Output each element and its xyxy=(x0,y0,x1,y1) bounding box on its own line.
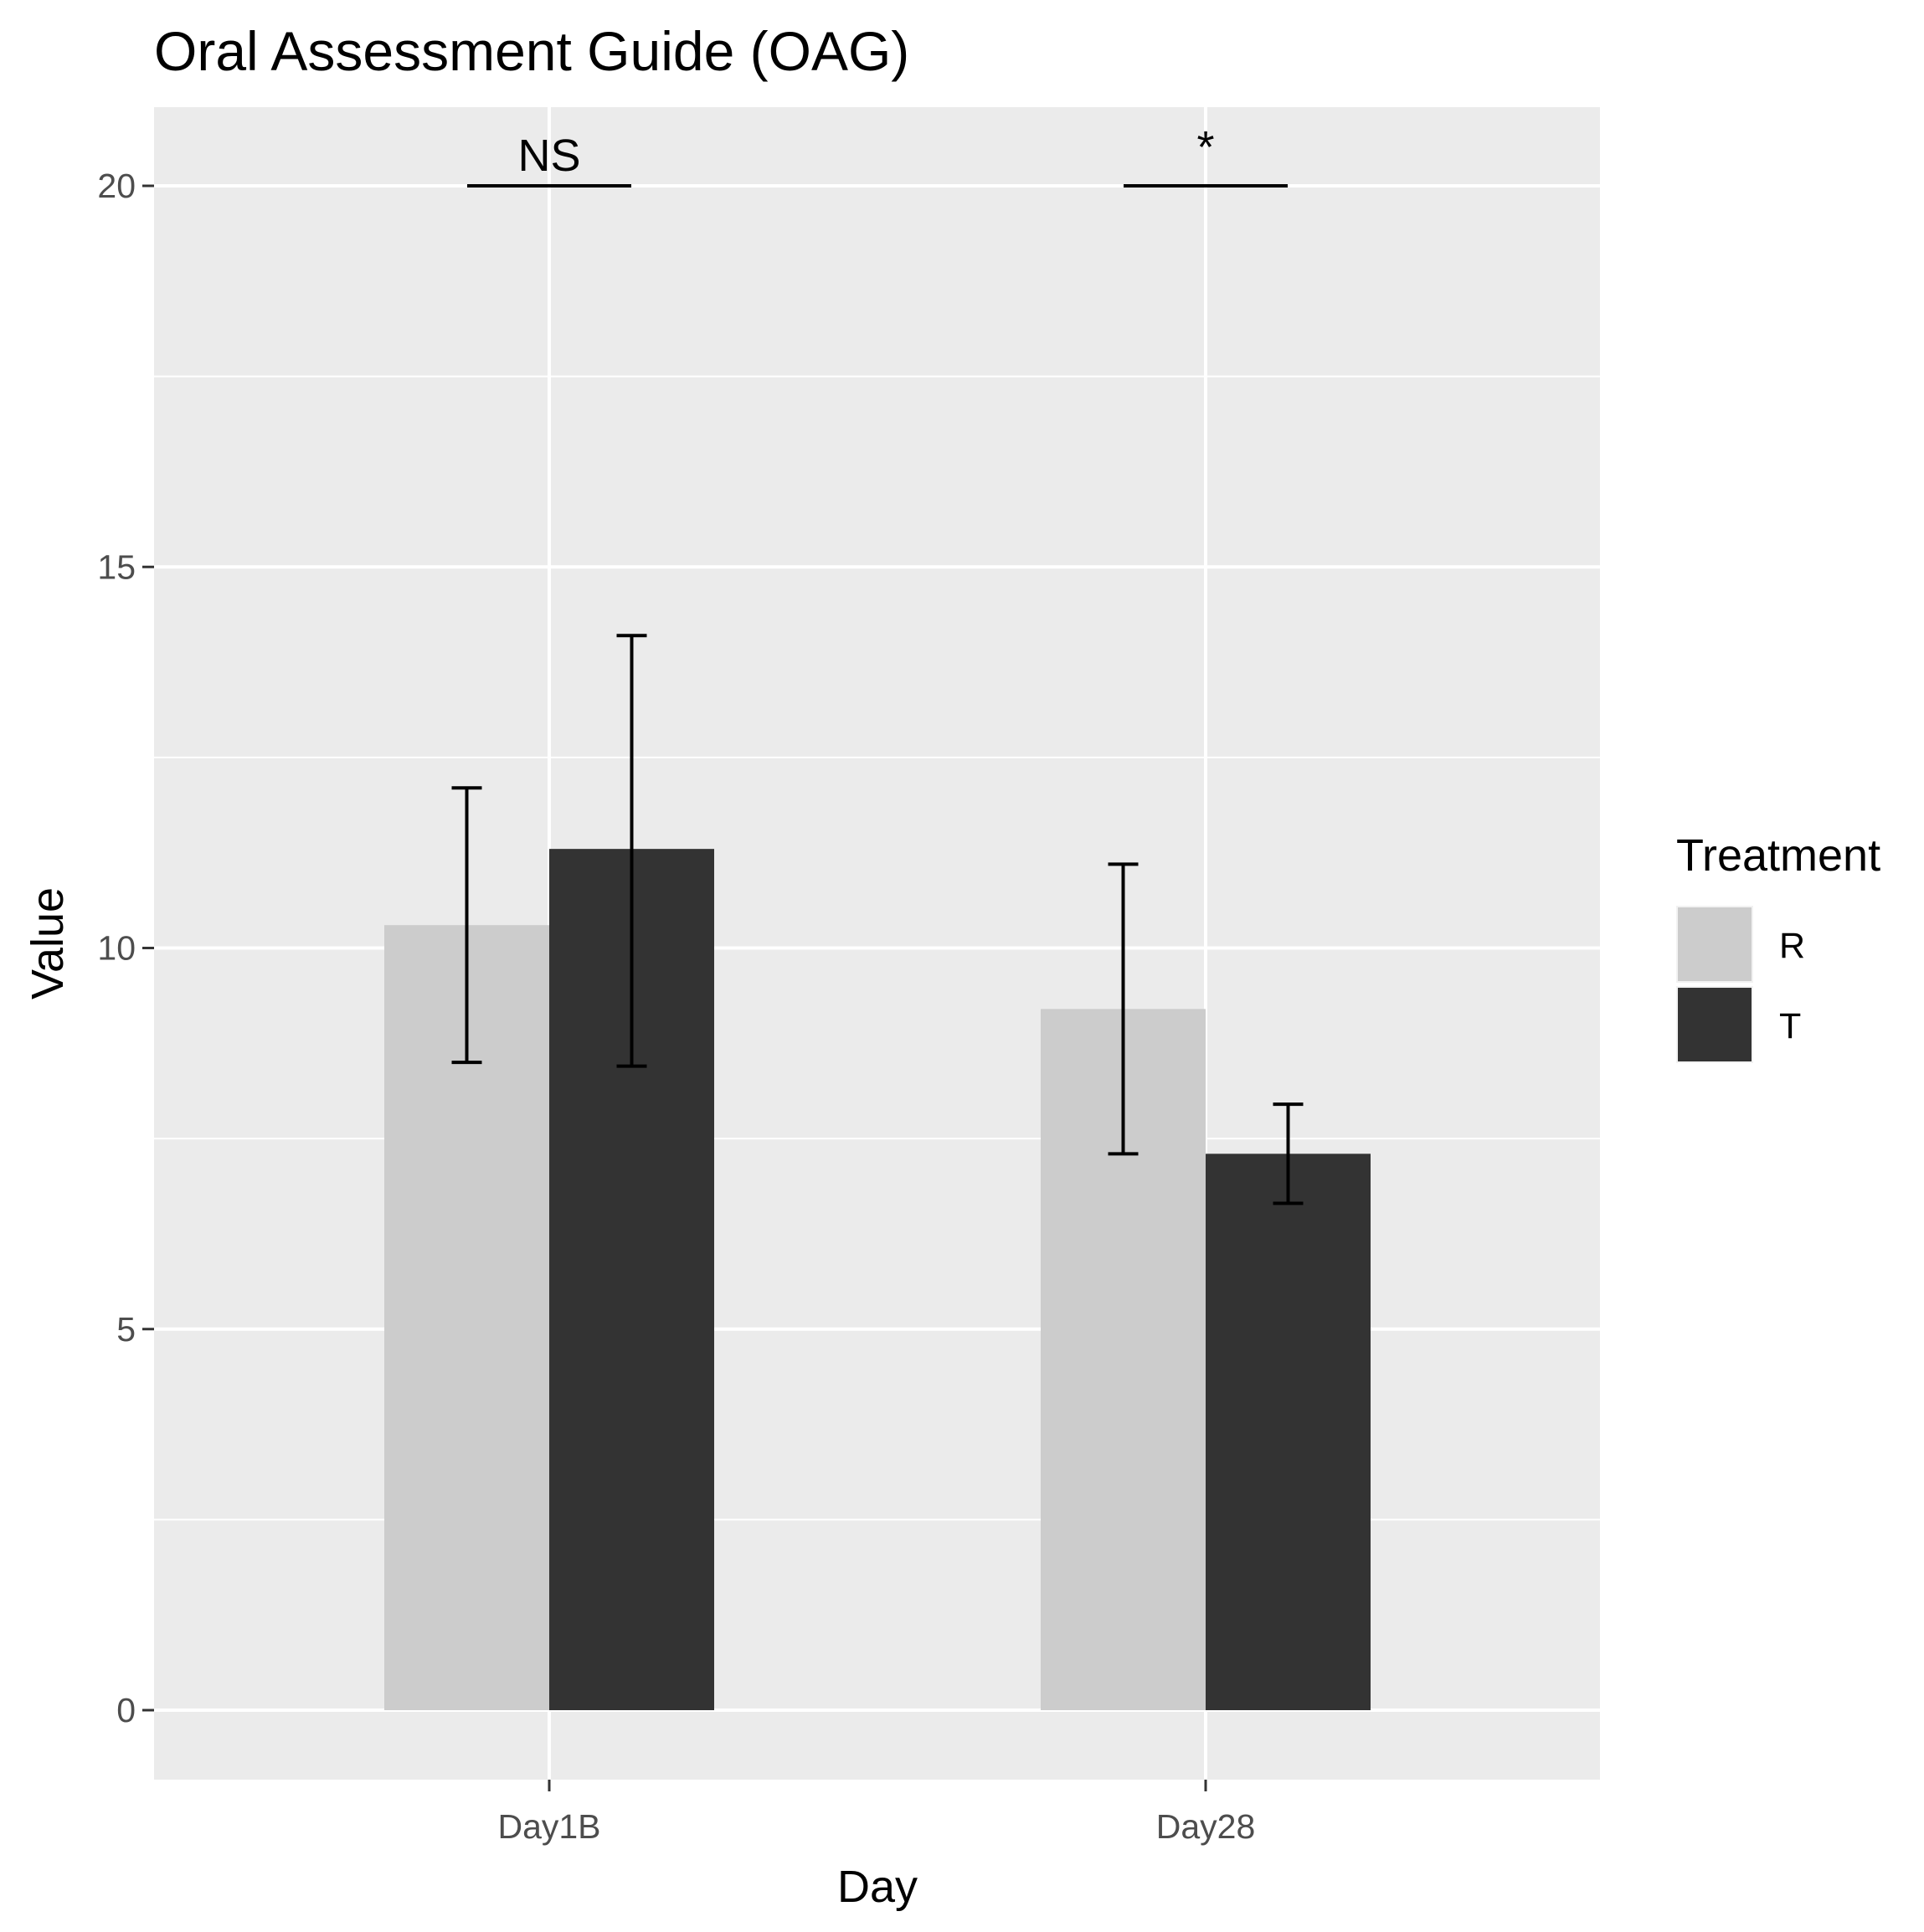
legend-label-r: R xyxy=(1779,926,1805,966)
y-axis: 0 5 10 15 20 xyxy=(97,167,154,1729)
y-axis-title: Value xyxy=(23,887,73,999)
chart-title: Oral Assessment Guide (OAG) xyxy=(154,20,909,82)
legend-swatch-r xyxy=(1678,907,1752,981)
legend: Treatment RT xyxy=(1676,830,1880,1063)
x-axis-title: Day xyxy=(837,1862,918,1912)
y-tick-label: 10 xyxy=(97,929,136,968)
y-tick-label: 20 xyxy=(97,167,136,205)
legend-label-t: T xyxy=(1779,1006,1801,1046)
x-axis: Day1B Day28 xyxy=(497,1780,1255,1846)
y-tick-label: 15 xyxy=(97,547,136,586)
x-tick-label: Day28 xyxy=(1156,1807,1256,1846)
y-tick-label: 5 xyxy=(116,1310,136,1349)
legend-title: Treatment xyxy=(1676,830,1880,881)
error-bar-t-day28 xyxy=(1273,1102,1304,1205)
legend-swatch-t xyxy=(1678,988,1752,1061)
error-bar-r-day28 xyxy=(1108,862,1139,1156)
significance-label: * xyxy=(1196,122,1214,172)
bars xyxy=(384,849,1371,1710)
error-bars xyxy=(451,634,1304,1205)
plot-panel xyxy=(154,107,1600,1780)
bar-t-day28 xyxy=(1206,1154,1371,1710)
error-bar-r-day1b xyxy=(451,786,482,1065)
significance-annotations: NS * xyxy=(467,122,1288,188)
y-tick-label: 0 xyxy=(116,1691,136,1729)
significance-label: NS xyxy=(517,131,580,181)
error-bar-t-day1b xyxy=(616,634,647,1068)
x-tick-label: Day1B xyxy=(497,1807,600,1846)
